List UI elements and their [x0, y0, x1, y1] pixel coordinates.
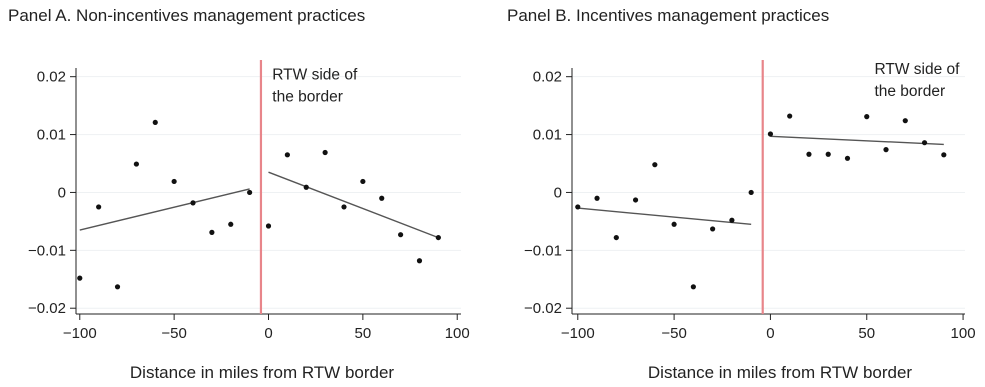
y-tick-label: 0: [58, 184, 66, 201]
data-point: [864, 114, 870, 120]
fit-line: [577, 207, 752, 225]
panel-b-title: Panel B. Incentives management practices: [507, 6, 830, 25]
fit-line: [770, 135, 944, 146]
data-point: [748, 189, 754, 196]
fit-line: [79, 188, 250, 231]
annotation-rtw-side: the border: [874, 83, 945, 100]
data-point: [209, 229, 215, 235]
data-point: [416, 258, 423, 264]
x-tick-label: 0: [766, 325, 774, 342]
data-point: [690, 284, 696, 290]
x-tick-label: −50: [661, 325, 686, 342]
y-tick-label: 0.01: [37, 127, 66, 144]
y-tick-label: 0.02: [533, 69, 562, 86]
x-tick-label: −100: [561, 325, 595, 342]
data-point: [729, 217, 735, 223]
x-tick-label: −50: [161, 325, 186, 342]
data-point: [265, 223, 272, 229]
annotation-rtw-side: the border: [272, 89, 343, 106]
data-point: [284, 152, 290, 158]
data-point: [341, 204, 347, 210]
gridlines: [76, 76, 461, 309]
y-tick-label: −0.01: [524, 242, 562, 259]
data-point: [322, 149, 328, 156]
y-tick-label: −0.02: [28, 300, 66, 317]
gridlines: [572, 76, 965, 309]
data-point: [171, 178, 177, 185]
panel-a-title: Panel A. Non-incentives management pract…: [8, 6, 366, 25]
data-point: [825, 151, 831, 157]
y-tick-label: −0.02: [524, 300, 562, 317]
data-point: [902, 118, 908, 124]
data-point: [398, 232, 404, 238]
data-point: [787, 113, 793, 119]
data-point: [303, 184, 309, 190]
data-point: [921, 140, 928, 146]
data-point: [190, 200, 196, 206]
data-point: [228, 221, 234, 227]
data-point: [883, 147, 889, 153]
x-tick-label: 50: [858, 325, 875, 342]
data-point: [941, 152, 947, 158]
x-axis-label: Distance in miles from RTW border: [130, 363, 395, 382]
data-point: [632, 197, 639, 203]
x-tick-label: −100: [63, 325, 97, 342]
data-point: [652, 162, 658, 168]
x-axis-label: Distance in miles from RTW border: [648, 363, 913, 382]
data-point: [379, 195, 385, 201]
annotation-rtw-side: RTW side of: [272, 67, 358, 84]
data-point: [360, 178, 366, 185]
y-tick-label: 0.02: [37, 69, 66, 86]
data-point: [575, 204, 581, 210]
data-point: [152, 119, 158, 126]
data-point: [613, 234, 619, 241]
data-point: [435, 234, 441, 241]
data-point: [806, 151, 812, 157]
x-tick-label: 100: [445, 325, 470, 342]
x-tick-label: 100: [951, 325, 976, 342]
data-point: [767, 131, 774, 137]
y-tick-label: 0.01: [533, 127, 562, 144]
panel-b: Panel B. Incentives management practices…: [495, 0, 985, 387]
data-point: [671, 221, 677, 227]
data-point: [710, 226, 716, 232]
data-point: [844, 155, 851, 161]
data-point: [114, 284, 121, 290]
y-tick-label: 0: [554, 184, 562, 201]
annotation-rtw-side: RTW side of: [874, 61, 960, 78]
data-point: [96, 204, 102, 210]
y-tick-label: −0.01: [28, 242, 66, 259]
fit-line: [268, 171, 439, 239]
data-point: [77, 275, 83, 281]
x-tick-label: 50: [355, 325, 372, 342]
data-point: [133, 161, 139, 167]
panel-a-chart: −0.02 −0.01 0 0.01 0.02 −100 −50 0 50 100 Distance…: [28, 60, 470, 382]
panel-b-chart: −0.02 −0.01 0 0.01 0.02 −100 −50 0 50 100 Distance…: [524, 60, 976, 382]
panel-a: Panel A. Non-incentives management pract…: [8, 6, 470, 382]
data-point: [594, 195, 600, 201]
data-point: [247, 189, 253, 196]
x-tick-label: 0: [264, 325, 272, 342]
